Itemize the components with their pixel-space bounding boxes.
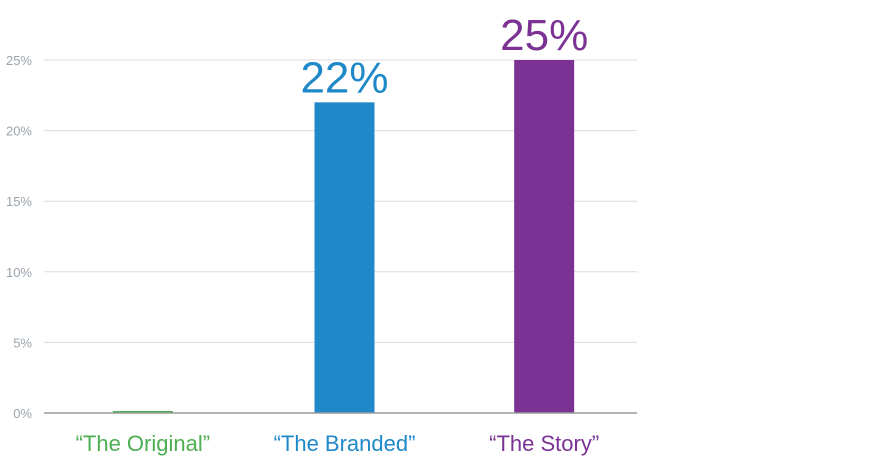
x-category-label: “The Branded”	[274, 431, 416, 456]
y-tick-label: 15%	[6, 194, 32, 209]
y-axis-tick-labels: 0% 5% 10% 15% 20% 25%	[6, 53, 32, 421]
y-tick-label: 0%	[13, 406, 32, 421]
x-axis-category-labels: “The Original” “The Branded” “The Story”	[76, 431, 600, 456]
bar	[514, 60, 575, 413]
y-tick-label: 20%	[6, 124, 32, 139]
y-tick-label: 10%	[6, 265, 32, 280]
bar	[112, 411, 173, 413]
bar	[314, 102, 375, 414]
x-category-label: “The Original”	[76, 431, 210, 456]
bars	[112, 60, 575, 414]
y-tick-label: 5%	[13, 335, 32, 350]
data-label: 22%	[300, 53, 388, 102]
data-labels: 22% 25%	[300, 11, 588, 102]
y-tick-label: 25%	[6, 53, 32, 68]
data-label: 25%	[500, 11, 588, 60]
x-category-label: “The Story”	[489, 431, 599, 456]
